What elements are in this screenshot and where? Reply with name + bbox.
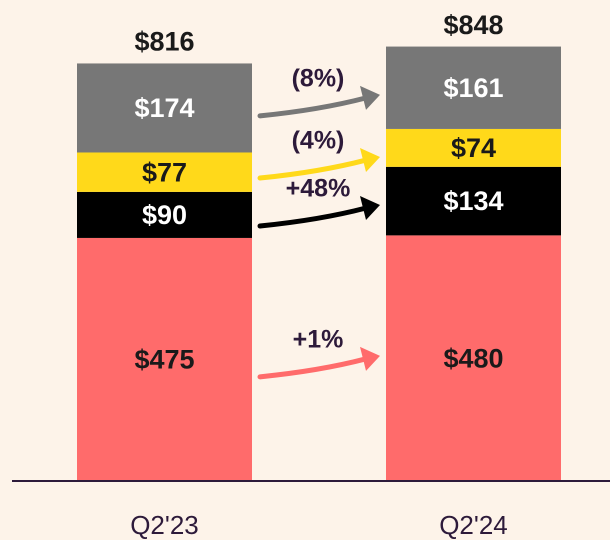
bar-segment [386,46,561,129]
change-arrow [257,356,369,380]
change-arrow [257,205,369,229]
value-label: $174 [134,93,194,123]
x-tick-label: Q2'23 [130,510,199,540]
value-label: $475 [134,345,194,375]
value-label: $90 [142,200,187,230]
value-label: $480 [443,343,503,373]
bar-segment [77,63,252,153]
bar-segment [386,128,561,167]
bar-segment [77,191,252,238]
bar-segment [77,152,252,192]
value-label: $161 [443,73,503,103]
change-label: (4%) [292,127,345,155]
change-arrow-head [360,85,380,110]
value-label: $134 [443,186,503,216]
bar-segment [77,237,252,481]
change-arrow [257,95,369,119]
bar-segment [386,166,561,236]
change-arrow [257,157,369,181]
change-arrow-head [360,196,380,221]
change-label: +1% [293,325,344,353]
change-arrow-head [360,346,380,371]
total-label: $848 [443,10,503,40]
change-label: (8%) [292,64,345,92]
value-label: $77 [142,157,187,187]
change-arrow-head [360,148,380,173]
total-label: $816 [134,27,194,57]
value-label: $74 [451,133,496,163]
change-label: +48% [286,175,351,203]
x-tick-label: Q2'24 [439,510,508,540]
bar-segment [386,235,561,481]
